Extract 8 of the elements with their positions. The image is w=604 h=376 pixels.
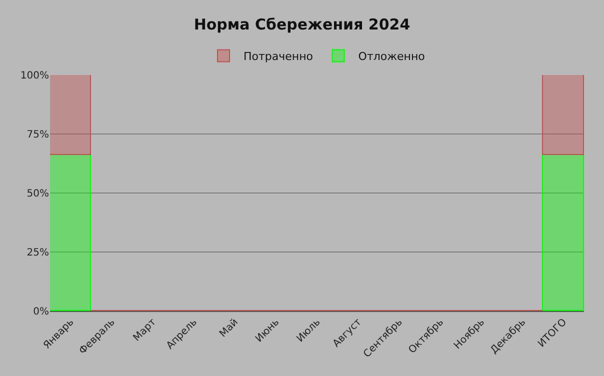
legend-label: Отложенно — [358, 50, 426, 64]
y-tick-label: 25% — [26, 248, 49, 258]
y-tick-label: 0% — [33, 306, 49, 318]
legend-label: Потраченно — [244, 50, 314, 64]
y-tick-label: 50% — [26, 188, 49, 200]
y-tick-label: 75% — [26, 130, 49, 140]
chart-title: Норма Сбережения 2024 — [194, 15, 410, 34]
y-tick-label: 100% — [20, 70, 49, 82]
